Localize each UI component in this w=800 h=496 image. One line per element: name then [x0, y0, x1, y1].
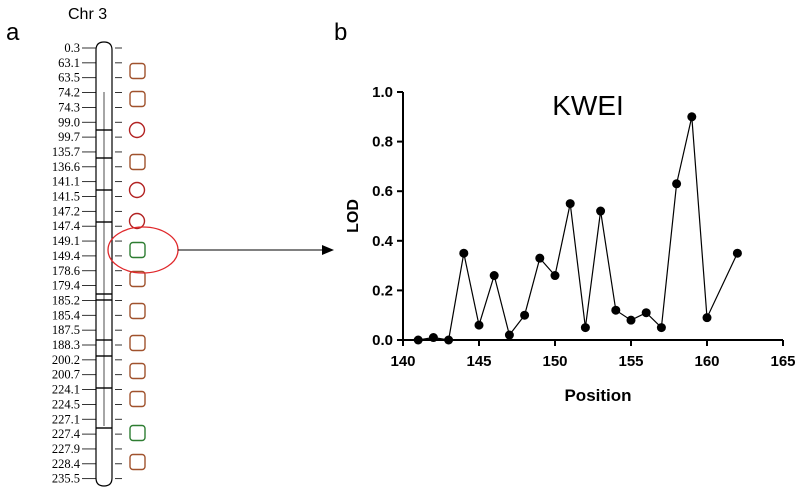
marker-label: 149.4	[52, 249, 81, 263]
y-tick-label: 0.8	[372, 134, 393, 151]
lod-line	[418, 116, 738, 341]
marker-square	[129, 334, 146, 352]
marker-label: 141.1	[52, 175, 80, 189]
lod-point	[596, 206, 606, 216]
marker-label: 147.4	[52, 219, 81, 233]
y-tick-label: 0.2	[372, 282, 393, 299]
y-tick-label: 0.4	[372, 233, 394, 250]
marker-square	[129, 362, 146, 380]
marker-label: 200.2	[52, 353, 80, 367]
y-tick-label: 0.0	[372, 332, 393, 349]
chart-title: KWEI	[552, 90, 624, 121]
lod-point	[489, 271, 499, 281]
marker-labels: 0.363.163.574.274.399.099.7135.7136.6141…	[52, 41, 122, 486]
marker-label: 141.5	[52, 190, 80, 204]
lod-point	[459, 248, 469, 258]
marker-square	[129, 241, 146, 259]
marker-label: 185.2	[52, 293, 80, 307]
lod-point	[474, 320, 484, 330]
lod-point	[428, 333, 438, 343]
chromosome-title: Chr 3	[68, 6, 107, 23]
lod-point	[565, 199, 575, 209]
marker-square	[129, 62, 146, 80]
marker-label: 200.7	[52, 368, 80, 382]
marker-label: 235.5	[52, 472, 80, 486]
x-tick-label: 160	[694, 353, 719, 370]
marker-square	[129, 424, 146, 442]
marker-circle	[128, 212, 146, 230]
marker-symbols	[128, 62, 146, 471]
lod-point	[641, 308, 651, 318]
lod-point	[413, 335, 423, 345]
marker-square	[129, 153, 146, 171]
highlight-arrowhead	[322, 245, 334, 255]
lod-point	[687, 112, 697, 122]
marker-label: 0.3	[64, 41, 80, 55]
marker-label: 227.4	[52, 427, 81, 441]
lod-point	[550, 271, 560, 281]
chart-axes: 0.0 0.2 0.4 0.6 0.8 1.0 140 145 150 155 160 165	[372, 84, 795, 370]
y-tick-label: 1.0	[372, 84, 393, 101]
y-axis-label: LOD	[345, 199, 362, 233]
marker-square	[129, 390, 146, 408]
marker-label: 188.3	[52, 338, 80, 352]
marker-label: 224.5	[52, 397, 80, 411]
marker-label: 185.4	[52, 308, 81, 322]
lod-point	[611, 305, 621, 315]
marker-circle	[128, 121, 146, 139]
x-tick-label: 165	[770, 353, 795, 370]
lod-series	[413, 112, 742, 345]
lod-point	[444, 335, 454, 345]
marker-label: 178.6	[52, 264, 80, 278]
marker-label: 224.1	[52, 383, 80, 397]
lod-point	[580, 323, 590, 333]
marker-circle	[128, 181, 146, 199]
x-tick-label: 140	[390, 353, 415, 370]
marker-label: 74.2	[58, 86, 80, 100]
panel-a-label: a	[6, 19, 20, 46]
marker-label: 187.5	[52, 323, 80, 337]
marker-label: 149.1	[52, 234, 80, 248]
marker-square	[129, 270, 146, 288]
x-tick-label: 150	[542, 353, 567, 370]
marker-label: 63.1	[58, 56, 80, 70]
x-axis-label: Position	[564, 386, 631, 405]
marker-square	[129, 90, 146, 108]
lod-point	[702, 313, 712, 323]
marker-square	[129, 453, 146, 471]
marker-label: 227.1	[52, 412, 80, 426]
y-tick-label: 0.6	[372, 183, 393, 200]
marker-label: 228.4	[52, 457, 81, 471]
marker-label: 63.5	[58, 71, 80, 85]
marker-label: 179.4	[52, 279, 81, 293]
marker-label: 99.7	[58, 130, 80, 144]
marker-label: 136.6	[52, 160, 80, 174]
x-tick-label: 145	[466, 353, 491, 370]
marker-label: 147.2	[52, 204, 80, 218]
lod-point	[656, 323, 666, 333]
lod-point	[626, 315, 636, 325]
marker-label: 74.3	[58, 100, 80, 114]
panel-b-label: b	[334, 19, 347, 46]
lod-point	[520, 310, 530, 320]
marker-label: 99.0	[58, 115, 80, 129]
highlight-ellipse	[107, 226, 179, 274]
marker-label: 135.7	[52, 145, 80, 159]
lod-point	[672, 179, 682, 189]
highlight-annotation	[107, 226, 334, 274]
marker-square	[129, 302, 146, 320]
lod-point	[732, 248, 742, 258]
x-tick-label: 155	[618, 353, 643, 370]
lod-point	[535, 253, 545, 263]
chromosome-bar	[95, 41, 113, 487]
marker-label: 227.9	[52, 442, 80, 456]
lod-point	[504, 330, 514, 340]
